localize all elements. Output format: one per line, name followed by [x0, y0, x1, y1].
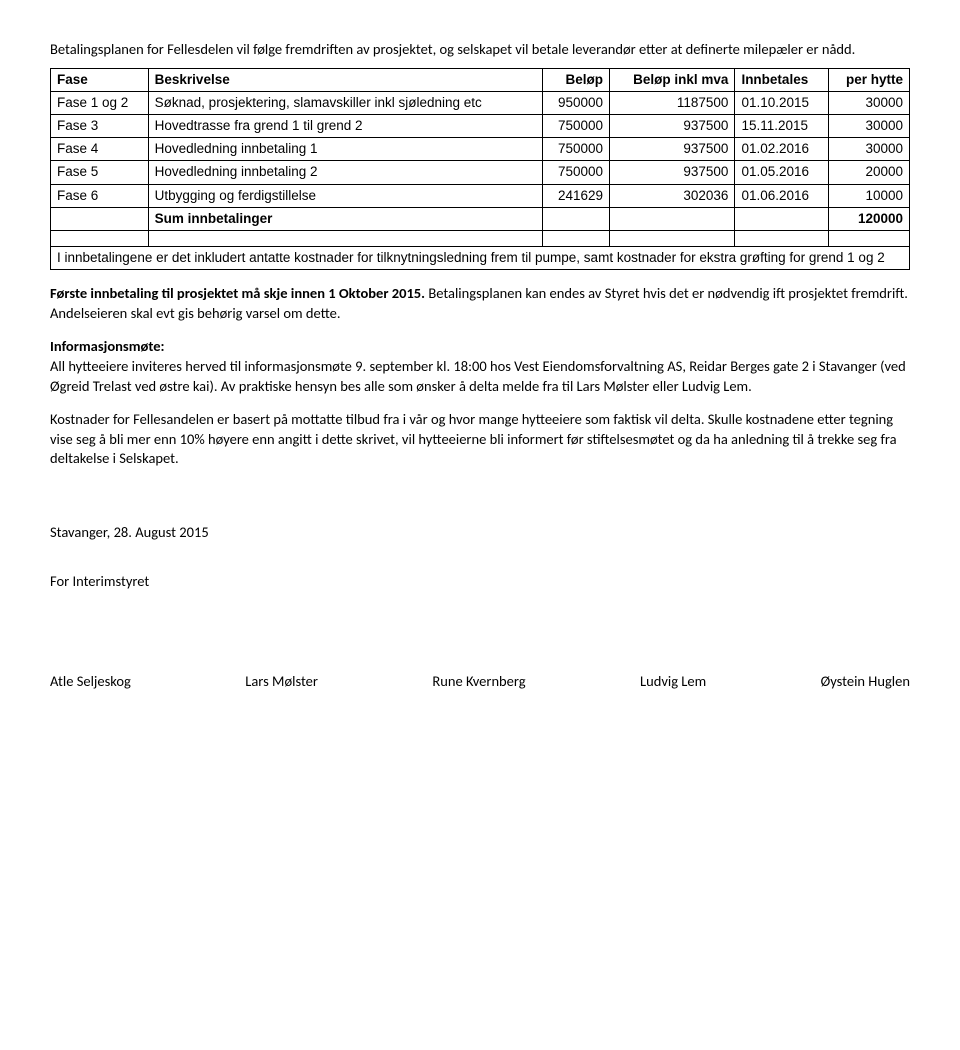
cell-belop-mva: 937500 [610, 115, 735, 138]
cell-belop: 241629 [542, 184, 609, 207]
cell-fase: Fase 6 [51, 184, 149, 207]
cell-dato: 01.02.2016 [735, 138, 828, 161]
table-row: Fase 5 Hovedledning innbetaling 2 750000… [51, 161, 910, 184]
cell-fase: Fase 3 [51, 115, 149, 138]
table-row: Fase 1 og 2 Søknad, prosjektering, slama… [51, 91, 910, 114]
intro-paragraph: Betalingsplanen for Fellesdelen vil følg… [50, 40, 910, 60]
first-payment-bold: Første innbetaling til prosjektet må skj… [50, 284, 425, 302]
cell-per-hytte: 30000 [828, 138, 909, 161]
for-interim: For Interimstyret [50, 572, 910, 592]
info-body: All hytteeiere inviteres herved til info… [50, 357, 910, 396]
cell-besk: Hovedledning innbetaling 2 [148, 161, 542, 184]
cell-dato: 15.11.2015 [735, 115, 828, 138]
table-spacer-row [51, 231, 910, 247]
cell-besk: Hovedtrasse fra grend 1 til grend 2 [148, 115, 542, 138]
table-header-row: Fase Beskrivelse Beløp Beløp inkl mva In… [51, 68, 910, 91]
cell-belop: 750000 [542, 161, 609, 184]
payment-plan-table: Fase Beskrivelse Beløp Beløp inkl mva In… [50, 68, 910, 271]
place-date: Stavanger, 28. August 2015 [50, 523, 910, 543]
signer-name: Lars Mølster [245, 672, 318, 692]
signer-name: Ludvig Lem [640, 672, 706, 692]
signer-name: Øystein Huglen [821, 672, 910, 692]
signer-name: Rune Kvernberg [432, 672, 525, 692]
table-row: Fase 6 Utbygging og ferdigstillelse 2416… [51, 184, 910, 207]
first-payment-paragraph: Første innbetaling til prosjektet må skj… [50, 284, 910, 323]
signers-row: Atle Seljeskog Lars Mølster Rune Kvernbe… [50, 672, 910, 692]
signer-name: Atle Seljeskog [50, 672, 131, 692]
cell-belop-mva: 1187500 [610, 91, 735, 114]
cell-fase: Fase 5 [51, 161, 149, 184]
cell-belop: 750000 [542, 138, 609, 161]
cell-dato: 01.10.2015 [735, 91, 828, 114]
cell-besk: Utbygging og ferdigstillelse [148, 184, 542, 207]
cell-belop-mva: 937500 [610, 161, 735, 184]
table-sum-row: Sum innbetalinger 120000 [51, 207, 910, 230]
cell-belop-mva: 302036 [610, 184, 735, 207]
cell-dato: 01.05.2016 [735, 161, 828, 184]
cell-besk: Hovedledning innbetaling 1 [148, 138, 542, 161]
cell-footnote: I innbetalingene er det inkludert antatt… [51, 247, 910, 270]
info-heading: Informasjonsmøte: [50, 337, 910, 357]
col-beskrivelse: Beskrivelse [148, 68, 542, 91]
cell-per-hytte: 20000 [828, 161, 909, 184]
cell-besk: Søknad, prosjektering, slamavskiller ink… [148, 91, 542, 114]
table-row: Fase 3 Hovedtrasse fra grend 1 til grend… [51, 115, 910, 138]
cell-belop: 750000 [542, 115, 609, 138]
table-footnote-row: I innbetalingene er det inkludert antatt… [51, 247, 910, 270]
cell-belop-mva: 937500 [610, 138, 735, 161]
col-per-hytte: per hytte [828, 68, 909, 91]
col-innbetales: Innbetales [735, 68, 828, 91]
cell-per-hytte: 30000 [828, 91, 909, 114]
cell-per-hytte: 30000 [828, 115, 909, 138]
col-belop: Beløp [542, 68, 609, 91]
cell-empty [542, 207, 609, 230]
cell-empty [735, 207, 828, 230]
cell-sum-label: Sum innbetalinger [148, 207, 542, 230]
cell-fase: Fase 4 [51, 138, 149, 161]
cell-per-hytte: 10000 [828, 184, 909, 207]
table-row: Fase 4 Hovedledning innbetaling 1 750000… [51, 138, 910, 161]
col-belop-inkl-mva: Beløp inkl mva [610, 68, 735, 91]
costs-paragraph: Kostnader for Fellesandelen er basert på… [50, 410, 910, 469]
cell-empty [610, 207, 735, 230]
cell-belop: 950000 [542, 91, 609, 114]
col-fase: Fase [51, 68, 149, 91]
cell-sum-value: 120000 [828, 207, 909, 230]
cell-empty [51, 207, 149, 230]
cell-fase: Fase 1 og 2 [51, 91, 149, 114]
cell-dato: 01.06.2016 [735, 184, 828, 207]
